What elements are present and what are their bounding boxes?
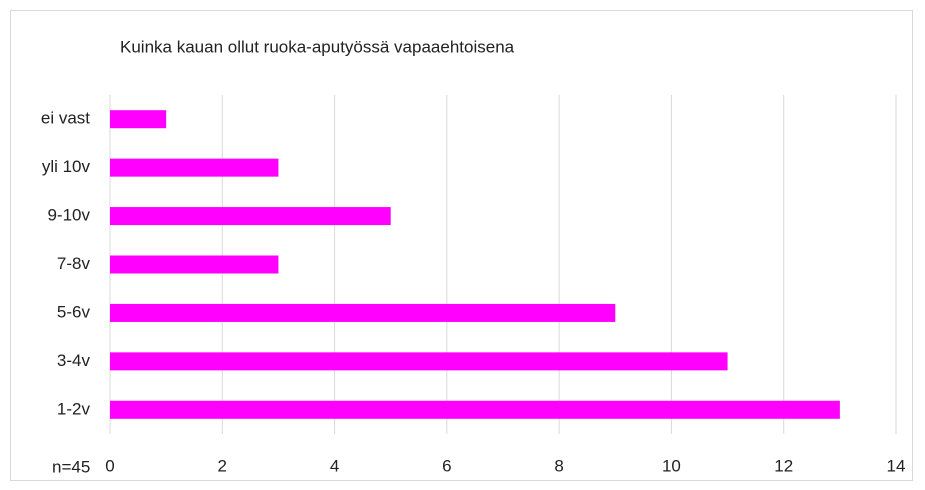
y-tick-label: 9-10v <box>47 206 90 225</box>
y-tick-label: 5-6v <box>57 302 91 321</box>
y-tick-label: 1-2v <box>57 399 91 418</box>
x-tick-label: 14 <box>887 456 906 475</box>
x-tick-label: 2 <box>218 456 227 475</box>
y-tick-label: yli 10v <box>42 157 91 176</box>
annotation: n=45 <box>52 457 90 476</box>
y-tick-label: 7-8v <box>57 254 91 273</box>
x-tick-label: 12 <box>774 456 793 475</box>
x-tick-label: 0 <box>105 456 114 475</box>
bar <box>110 352 728 371</box>
bar <box>110 207 391 226</box>
y-tick-label: ei vast <box>41 109 90 128</box>
x-tick-label: 6 <box>442 456 451 475</box>
x-tick-label: 4 <box>330 456 339 475</box>
bar <box>110 303 616 322</box>
y-tick-label: 3-4v <box>57 351 91 370</box>
bar <box>110 110 167 129</box>
chart-title: Kuinka kauan ollut ruoka-aputyössä vapaa… <box>120 37 515 56</box>
x-tick-label: 8 <box>554 456 563 475</box>
bar <box>110 255 279 274</box>
bar <box>110 400 840 419</box>
x-tick-label: 10 <box>662 456 681 475</box>
bar <box>110 158 279 177</box>
